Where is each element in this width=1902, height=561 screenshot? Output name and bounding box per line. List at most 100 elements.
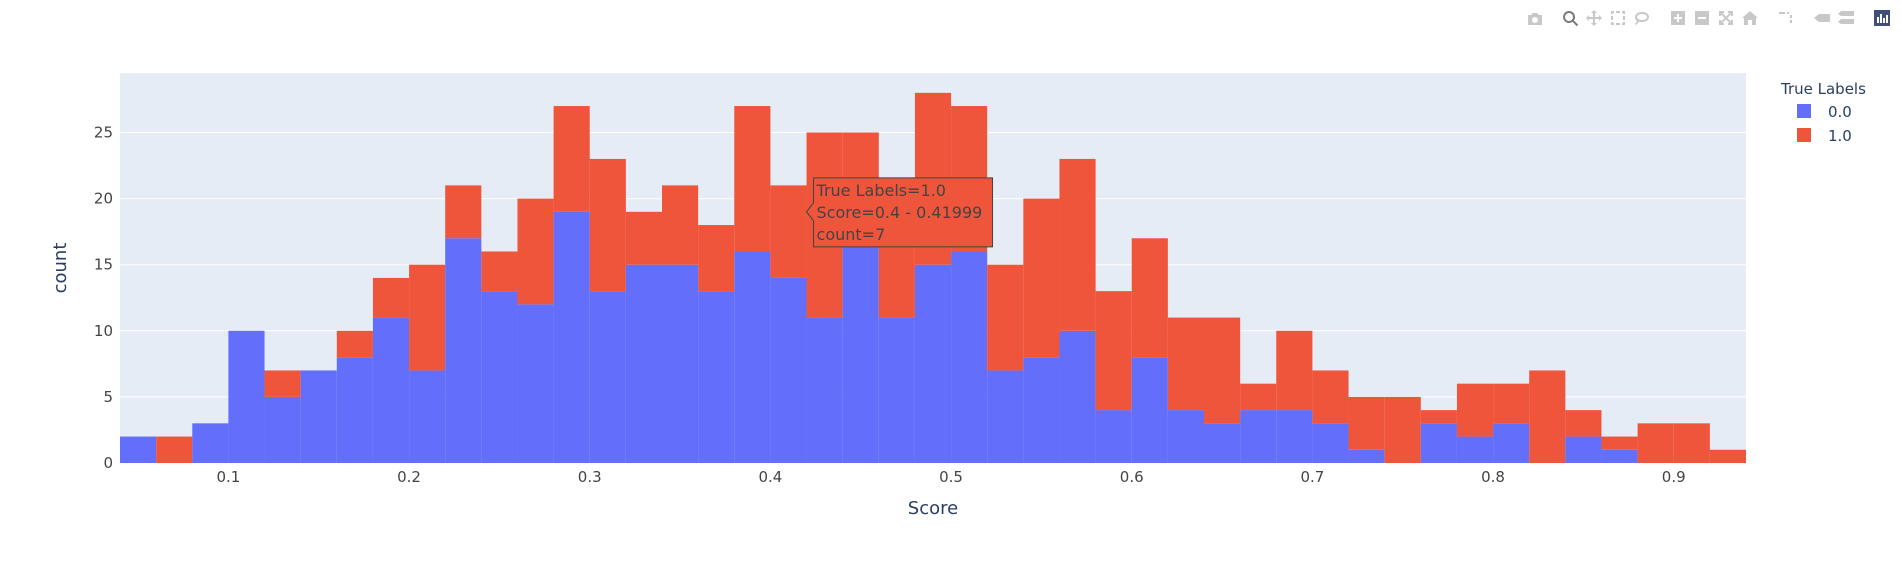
bar-1.0-1[interactable] <box>156 436 193 463</box>
x-tick-label: 0.3 <box>578 468 602 486</box>
bar-0.0-23[interactable] <box>951 251 988 463</box>
bar-0.0-2[interactable] <box>192 423 229 463</box>
bar-1.0-44[interactable] <box>1709 449 1746 463</box>
bar-1.0-9[interactable] <box>445 185 482 239</box>
bar-1.0-16[interactable] <box>698 225 735 292</box>
bar-0.0-16[interactable] <box>698 291 735 463</box>
x-tick-label: 0.7 <box>1300 468 1324 486</box>
bar-1.0-30[interactable] <box>1204 317 1241 424</box>
bar-1.0-41[interactable] <box>1601 436 1638 450</box>
bar-0.0-32[interactable] <box>1276 410 1313 463</box>
bar-1.0-4[interactable] <box>264 370 301 397</box>
bar-0.0-19[interactable] <box>806 317 843 463</box>
bar-1.0-35[interactable] <box>1384 396 1421 463</box>
bar-1.0-11[interactable] <box>517 198 554 305</box>
bar-1.0-6[interactable] <box>336 330 373 358</box>
bar-1.0-18[interactable] <box>770 185 807 278</box>
x-tick-label: 0.5 <box>939 468 963 486</box>
bar-1.0-31[interactable] <box>1240 383 1277 411</box>
y-tick-label: 20 <box>94 190 113 208</box>
bar-1.0-34[interactable] <box>1348 396 1385 450</box>
bar-1.0-39[interactable] <box>1529 370 1566 463</box>
bar-1.0-40[interactable] <box>1565 410 1602 437</box>
y-axis-title: count <box>50 243 71 294</box>
bar-0.0-11[interactable] <box>517 304 554 463</box>
bar-0.0-13[interactable] <box>589 291 626 463</box>
bar-0.0-36[interactable] <box>1420 423 1457 463</box>
bar-1.0-29[interactable] <box>1167 317 1204 411</box>
box-select-icon[interactable] <box>1606 6 1630 30</box>
plotly-logo-icon[interactable] <box>1870 6 1894 30</box>
zoom-in-icon[interactable] <box>1666 6 1690 30</box>
bar-0.0-21[interactable] <box>878 317 915 463</box>
bar-1.0-21[interactable] <box>878 238 915 318</box>
bar-1.0-14[interactable] <box>625 211 662 265</box>
bar-1.0-33[interactable] <box>1312 370 1349 424</box>
bar-0.0-10[interactable] <box>481 291 518 463</box>
bar-0.0-15[interactable] <box>662 264 699 463</box>
legend-item-1[interactable]: 1.0 <box>1797 127 1852 145</box>
bar-0.0-18[interactable] <box>770 277 807 463</box>
bar-1.0-42[interactable] <box>1637 423 1674 463</box>
bar-0.0-27[interactable] <box>1095 410 1132 463</box>
bar-0.0-14[interactable] <box>625 264 662 463</box>
bar-0.0-26[interactable] <box>1059 330 1096 463</box>
bar-0.0-40[interactable] <box>1565 436 1602 463</box>
bar-1.0-10[interactable] <box>481 251 518 292</box>
bar-1.0-24[interactable] <box>987 264 1024 371</box>
bar-0.0-38[interactable] <box>1493 423 1530 463</box>
bar-0.0-29[interactable] <box>1167 410 1204 463</box>
legend-item-0[interactable]: 0.0 <box>1797 103 1852 121</box>
legend-swatch-0 <box>1797 104 1811 118</box>
bar-1.0-43[interactable] <box>1673 423 1710 463</box>
bar-1.0-38[interactable] <box>1493 383 1530 424</box>
bar-0.0-22[interactable] <box>914 264 952 463</box>
bar-0.0-3[interactable] <box>228 330 265 463</box>
bar-1.0-8[interactable] <box>409 264 446 371</box>
bar-1.0-27[interactable] <box>1095 291 1132 411</box>
pan-icon[interactable] <box>1582 6 1606 30</box>
bar-0.0-20[interactable] <box>842 238 879 463</box>
bar-1.0-15[interactable] <box>662 185 699 265</box>
bar-1.0-25[interactable] <box>1023 198 1060 358</box>
bar-0.0-28[interactable] <box>1131 357 1168 463</box>
autoscale-icon[interactable] <box>1714 6 1738 30</box>
hover-line-2: Score=0.4 - 0.41999 <box>817 203 983 222</box>
bar-1.0-7[interactable] <box>372 277 410 318</box>
camera-icon[interactable] <box>1522 6 1546 30</box>
bar-0.0-0[interactable] <box>120 436 157 463</box>
bars <box>120 92 1746 463</box>
bar-0.0-17[interactable] <box>734 251 771 463</box>
lasso-icon[interactable] <box>1630 6 1654 30</box>
bar-0.0-37[interactable] <box>1456 436 1494 463</box>
bar-1.0-26[interactable] <box>1059 158 1096 331</box>
bar-0.0-9[interactable] <box>445 238 482 463</box>
bar-0.0-41[interactable] <box>1601 449 1638 463</box>
bar-0.0-5[interactable] <box>300 370 337 463</box>
bar-0.0-12[interactable] <box>553 211 590 463</box>
bar-0.0-6[interactable] <box>336 357 373 463</box>
bar-0.0-8[interactable] <box>409 370 446 463</box>
hover-compare-icon[interactable] <box>1834 6 1858 30</box>
bar-1.0-12[interactable] <box>553 106 590 212</box>
bar-0.0-25[interactable] <box>1023 357 1060 463</box>
bar-1.0-13[interactable] <box>589 158 626 292</box>
bar-1.0-28[interactable] <box>1131 238 1168 358</box>
bar-0.0-30[interactable] <box>1204 423 1241 463</box>
bar-0.0-24[interactable] <box>987 370 1024 463</box>
bar-1.0-17[interactable] <box>734 106 771 252</box>
bar-0.0-31[interactable] <box>1240 410 1277 463</box>
bar-0.0-34[interactable] <box>1348 449 1385 463</box>
hover-closest-icon[interactable] <box>1810 6 1834 30</box>
bar-0.0-33[interactable] <box>1312 423 1349 463</box>
zoom-icon[interactable] <box>1558 6 1582 30</box>
spike-lines-icon[interactable] <box>1774 6 1798 30</box>
bar-1.0-37[interactable] <box>1456 383 1494 437</box>
bar-0.0-7[interactable] <box>372 317 410 463</box>
bar-1.0-36[interactable] <box>1420 410 1457 424</box>
bar-1.0-32[interactable] <box>1276 330 1313 411</box>
bar-0.0-4[interactable] <box>264 396 301 463</box>
legend-label-0: 0.0 <box>1828 103 1852 121</box>
reset-axes-icon[interactable] <box>1738 6 1762 30</box>
zoom-out-icon[interactable] <box>1690 6 1714 30</box>
